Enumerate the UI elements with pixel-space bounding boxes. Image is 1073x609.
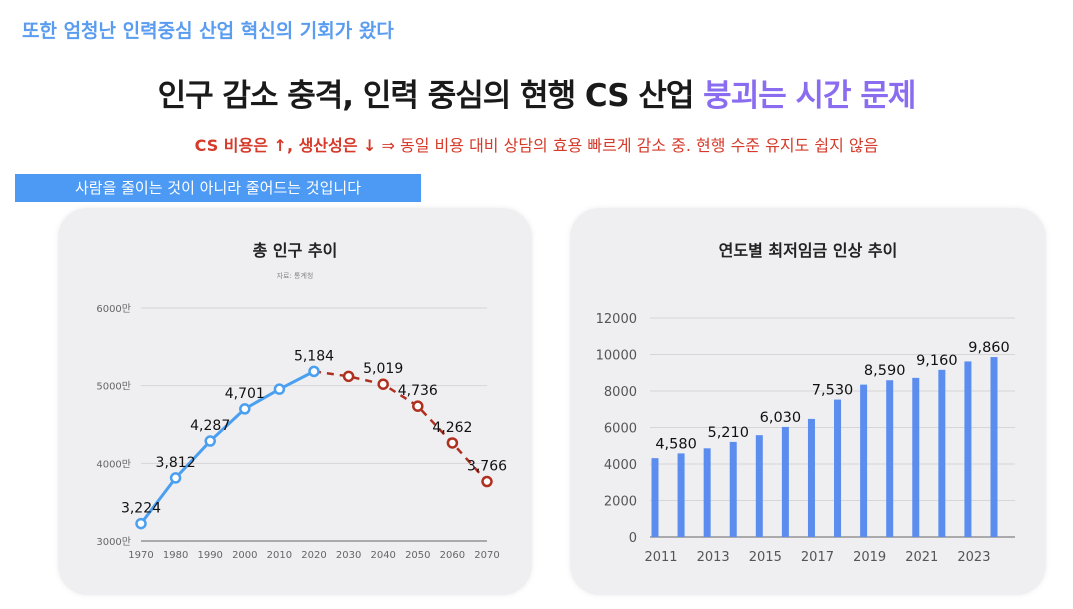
x-tick-label: 1990 <box>197 550 222 561</box>
bar <box>990 357 998 537</box>
y-tick-label: 5000만 <box>96 381 131 393</box>
y-tick-label: 6000 <box>604 422 637 437</box>
slide-title: 인구 감소 충격, 인력 중심의 현행 CS 산업 붕괴는 시간 문제 <box>0 70 1073 115</box>
x-tick-label: 2017 <box>801 550 834 565</box>
title-main: 인구 감소 충격, 인력 중심의 현행 CS 산업 <box>157 78 704 114</box>
x-tick-label: 2019 <box>853 550 886 565</box>
series-line <box>139 370 315 525</box>
bar <box>755 435 763 537</box>
chart-title: 연도별 최저임금 인상 추이 <box>719 241 898 260</box>
bar <box>964 361 972 537</box>
data-label: 4,287 <box>190 418 230 434</box>
bar <box>886 380 894 537</box>
slide-kicker: 또한 엄청난 인력중심 산업 혁신의 기회가 왔다 <box>22 20 394 42</box>
data-point <box>204 435 216 447</box>
chart-title: 총 인구 추이 <box>253 241 338 260</box>
x-tick-label: 2020 <box>301 550 326 561</box>
x-tick-label: 2040 <box>370 550 395 561</box>
data-label: 5,210 <box>707 425 749 441</box>
y-tick-label: 4000 <box>604 458 637 473</box>
bar <box>860 384 868 537</box>
data-label: 6,030 <box>760 410 802 426</box>
subtitle-bold: CS 비용은 ↑, 생산성은 ↓ <box>194 136 377 155</box>
data-point <box>135 517 147 530</box>
data-label: 4,580 <box>655 436 697 452</box>
title-accent: 붕괴는 시간 문제 <box>703 78 916 114</box>
banner: 사람을 줄이는 것이 아니라 줄어드는 것입니다 <box>15 174 421 202</box>
x-tick-label: 2000 <box>232 550 257 561</box>
bar <box>677 453 685 537</box>
bar <box>807 418 815 537</box>
data-label: 3,812 <box>156 455 196 471</box>
x-tick-label: 2070 <box>474 550 499 561</box>
data-point <box>308 365 320 378</box>
bar <box>651 458 659 537</box>
series-line <box>313 370 488 483</box>
x-tick-label: 2010 <box>267 550 292 561</box>
wage-chart-panel: 연도별 최저임금 인상 추이 0 2000 4000 6000 8000 10000 1200… <box>570 208 1046 595</box>
x-tick-label: 2013 <box>697 550 730 565</box>
x-tick-label: 2011 <box>644 550 677 565</box>
bar <box>729 441 737 537</box>
x-tick-label: 1970 <box>128 550 153 561</box>
data-point <box>481 475 493 488</box>
bar <box>938 369 946 537</box>
data-label: 3,766 <box>467 459 507 475</box>
x-tick-label: 1980 <box>163 550 188 561</box>
data-label: 3,224 <box>121 501 161 517</box>
data-label: 4,701 <box>225 386 265 402</box>
x-tick-label: 2023 <box>957 550 990 565</box>
data-point <box>377 378 389 390</box>
data-label: 8,590 <box>864 363 906 379</box>
bar <box>912 377 920 537</box>
y-tick-label: 12000 <box>596 312 637 327</box>
y-tick-label: 6000만 <box>96 303 131 315</box>
data-label: 4,262 <box>432 420 472 436</box>
data-label: 9,860 <box>968 340 1010 356</box>
slide-subtitle: CS 비용은 ↑, 생산성은 ↓ ⇒ 동일 비용 대비 상담의 효용 빠르게 감… <box>0 132 1073 156</box>
data-label: 4,736 <box>398 383 438 399</box>
x-tick-label: 2030 <box>336 550 361 561</box>
data-point <box>169 472 182 484</box>
x-tick-label: 2050 <box>405 550 430 561</box>
bar <box>834 399 842 537</box>
data-point <box>412 400 424 412</box>
bar <box>703 448 711 537</box>
y-tick-label: 10000 <box>596 349 637 364</box>
wage-chart: 연도별 최저임금 인상 추이 0 2000 4000 6000 8000 10000 1200… <box>596 241 1015 565</box>
data-label: 7,530 <box>812 383 854 399</box>
x-tick-label: 2015 <box>749 550 782 565</box>
x-tick-label: 2021 <box>905 550 938 565</box>
y-tick-label: 3000만 <box>96 536 131 548</box>
y-tick-label: 4000만 <box>96 458 131 470</box>
x-tick-label: 2060 <box>440 550 465 561</box>
bar <box>781 426 789 537</box>
y-tick-label: 2000 <box>604 495 637 510</box>
data-label: 9,160 <box>916 353 958 369</box>
data-label: 5,184 <box>294 348 334 364</box>
data-point <box>446 437 459 449</box>
data-point <box>239 403 251 415</box>
data-point <box>273 383 286 395</box>
chart-source: 자료: 통계청 <box>277 271 314 280</box>
data-point <box>342 370 355 383</box>
subtitle-rest: ⇒ 동일 비용 대비 상담의 효용 빠르게 감소 중. 현행 수준 유지도 쉽지… <box>376 136 879 155</box>
y-tick-label: 0 <box>629 531 637 546</box>
y-tick-label: 8000 <box>604 385 637 400</box>
data-label: 5,019 <box>363 361 403 377</box>
